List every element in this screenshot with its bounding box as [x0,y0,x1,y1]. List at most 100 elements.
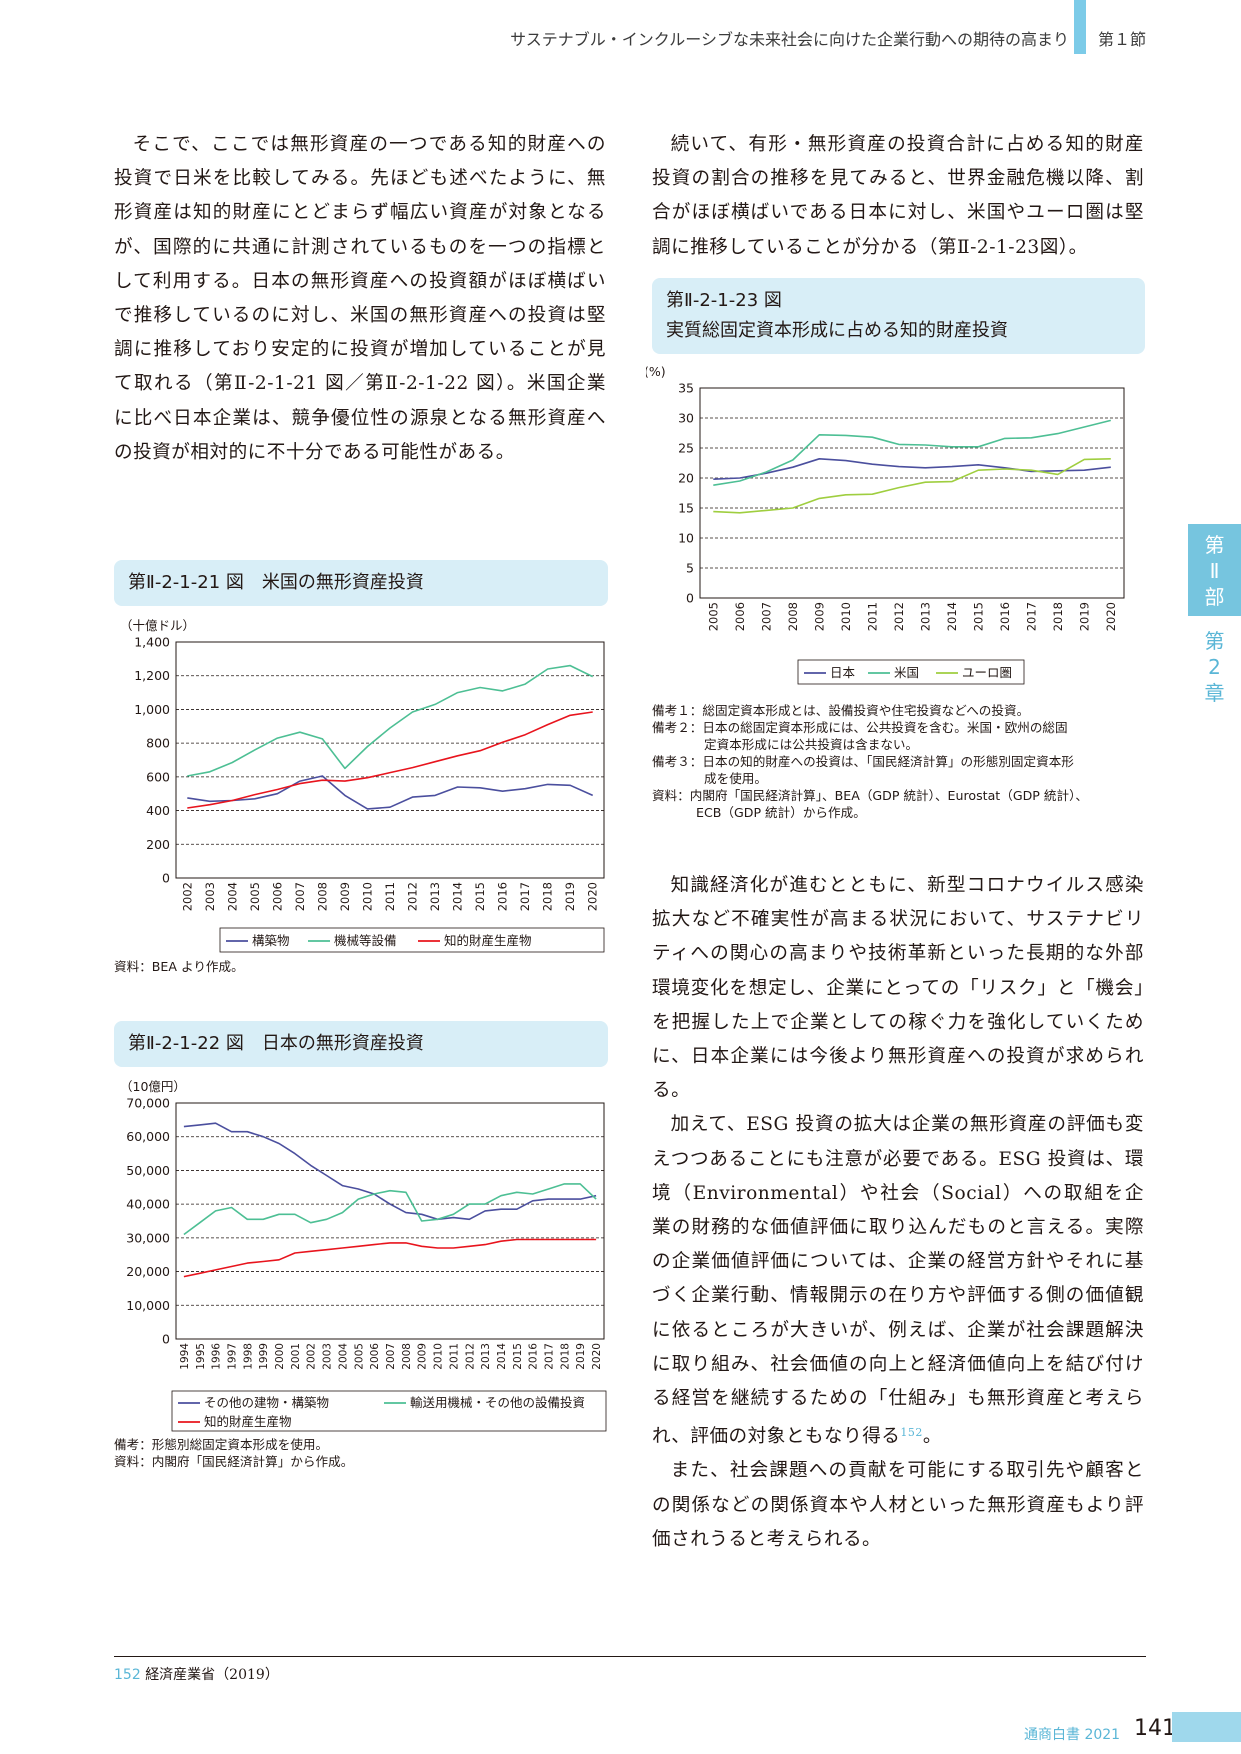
x-tick-label: 2017 [1024,602,1038,631]
x-tick-label: 2014 [496,1343,508,1370]
x-tick-label: 2007 [385,1343,397,1370]
y-tick-label: 20 [678,471,694,486]
x-tick-label: 2014 [451,882,465,911]
x-tick-label: 2002 [180,882,194,911]
x-tick-label: 2010 [360,882,374,911]
figure-note-line: 備考１：総固定資本形成とは、設備投資や住宅投資などへの投資。 [652,703,1030,718]
x-tick-label: 2001 [290,1343,302,1370]
legend-label: ユーロ圏 [962,665,1012,680]
footnote-marker[interactable]: 152 [900,1426,923,1440]
footnote-number: 152 [114,1667,141,1683]
series-line [187,664,594,777]
x-tick-label: 2010 [433,1343,445,1370]
plot-area-frame [175,1102,605,1340]
chart-unit-label: (%) [646,364,666,379]
x-tick-label: 2011 [448,1343,460,1370]
y-tick-label: 0 [162,1332,170,1347]
y-tick-label: 15 [678,501,694,516]
paragraph: また、社会課題への貢献を可能にする取引先や顧客との関係などの関係資本や人材といっ… [652,1460,1144,1550]
paragraph: 続いて、有形・無形資産の投資合計に占める知的財産投資の割合の推移を見てみると、世… [652,134,1144,258]
legend-box [171,1390,607,1432]
y-tick-label: 10 [678,531,694,546]
x-tick-label: 2007 [293,882,307,911]
x-tick-label: 2012 [892,602,906,631]
x-tick-label: 2018 [559,1343,571,1370]
y-tick-label: 30,000 [126,1230,170,1245]
x-tick-label: 2017 [518,882,532,911]
legend-label: 知的財産生産物 [204,1414,292,1429]
footnote-rule [114,1656,1146,1657]
chart-ip-share-of-gfcf: (%) 0 5 10 15 20 25 30 35 2005 2006 2007 2008 2009 201… [646,364,1125,685]
y-tick-label: 5 [686,561,694,576]
chapter-tab-char: 第 [1204,629,1225,653]
figure-note-line: 成を使用。 [704,771,767,786]
figure-title: 日本の無形資産投資 [261,1033,424,1054]
part-tab: 第 Ⅱ 部 [1188,524,1241,616]
series-line [713,458,1111,480]
x-tick-label: 1994 [179,1343,191,1370]
figure-caption-21: 第Ⅱ-2-1-21 図 米国の無形資産投資 [114,560,608,606]
legend-label: 日本 [830,665,856,680]
x-tick-label: 2003 [203,882,217,911]
x-tick-label: 2009 [812,602,826,631]
y-tick-label: 1,400 [134,635,170,650]
x-tick-label: 2011 [865,602,879,631]
x-tick-label: 2006 [270,882,284,911]
part-tab-char: 第 [1204,533,1225,557]
y-tick-label: 50,000 [126,1163,170,1178]
x-tick-label: 2020 [591,1343,603,1370]
x-tick-label: 2006 [369,1343,381,1370]
series-line [187,775,594,810]
x-tick-label: 1999 [258,1343,270,1370]
legend-label: 機械等設備 [334,933,397,948]
x-tick-label: 1997 [226,1343,238,1370]
y-tick-label: 0 [686,591,694,606]
y-tick-label: 25 [678,441,694,456]
series-line [183,1238,597,1278]
series-line [713,458,1111,514]
x-tick-label: 2019 [575,1343,587,1370]
x-tick-label: 2000 [274,1343,286,1370]
chapter-tab-char: 章 [1204,681,1225,705]
x-tick-label: 2007 [759,602,773,631]
figure-note-line: 備考：形態別総固定資本形成を使用。 [114,1437,329,1452]
x-tick-label: 2018 [1051,602,1065,631]
x-tick-label: 2004 [225,882,239,911]
legend-label: 米国 [894,665,919,680]
x-tick-label: 2016 [998,602,1012,631]
y-tick-label: 1,000 [134,702,170,717]
y-tick-label: 600 [146,769,170,784]
x-tick-label: 2020 [586,882,600,911]
running-header-title: サステナブル・インクルーシブな未来社会に向けた企業行動への期待の高まり [510,30,1069,49]
x-tick-label: 2019 [1077,602,1091,631]
chart-unit-label: （十億ドル） [120,618,195,633]
x-tick-label: 1995 [195,1343,207,1370]
y-tick-label: 70,000 [126,1096,170,1111]
series-line [187,711,593,809]
part-tab-char: Ⅱ [1209,559,1220,583]
chapter-tab: 第 2 章 [1188,628,1241,706]
chart-us-intangible-investment: （十億ドル） 0 200 400 600 800 1,000 1,200 1,400 2002 20… [120,618,605,953]
figure-note-line: 資料：内閣府「国民経済計算」、BEA（GDP 統計）、Eurostat（GDP … [652,788,1088,803]
footer-accent-bar [1172,1712,1241,1742]
x-tick-label: 2015 [512,1343,524,1370]
figure-label: 第Ⅱ-2-1-21 図 [128,572,244,593]
part-tab-char: 部 [1204,585,1225,609]
x-tick-label: 2016 [528,1343,540,1370]
x-tick-label: 2008 [315,882,329,911]
y-tick-label: 200 [146,837,170,852]
x-tick-label: 2011 [383,882,397,911]
y-tick-label: 35 [678,381,694,396]
body-text-left: そこで、ここでは無形資産の一つである知的財産への投資で日米を比較してみる。先ほど… [114,128,606,470]
chart-unit-label: （10億円） [120,1079,186,1094]
x-tick-label: 2008 [401,1343,413,1370]
figure-note-line: 備考２：日本の総固定資本形成には、公共投資を含む。米国・欧州の総固 [652,720,1068,735]
footnote-text: 経済産業省（2019） [145,1667,279,1683]
y-tick-label: 800 [146,736,170,751]
figure-notes: 備考１：総固定資本形成とは、設備投資や住宅投資などへの投資。 備考２：日本の総固… [652,702,1152,821]
x-tick-label: 2006 [733,602,747,631]
figure-note-line: ECB（GDP 統計）から作成。 [696,805,866,820]
x-tick-label: 2004 [337,1343,349,1370]
legend-label: 輸送用機械・その他の設備投資 [410,1395,585,1410]
x-tick-label: 1998 [242,1343,254,1370]
